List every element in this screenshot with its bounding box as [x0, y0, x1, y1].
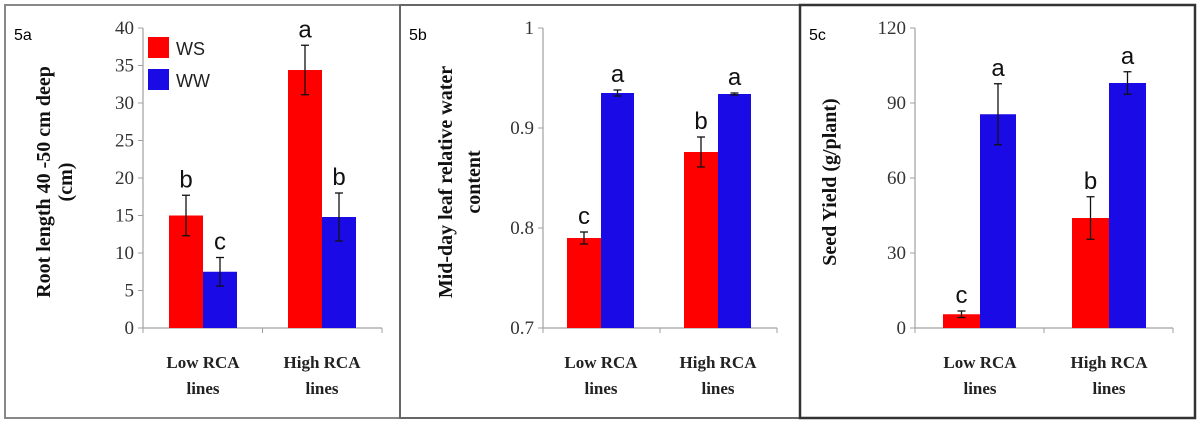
bar-ws — [288, 70, 322, 328]
y-tick-label: 20 — [115, 168, 134, 189]
bar-ws — [684, 152, 718, 328]
y-axis-label: Root length 40 -50 cm deep — [33, 66, 55, 298]
bar-ww — [601, 93, 634, 328]
legend-label: WW — [176, 71, 210, 91]
significance-letter: b — [179, 166, 192, 193]
category-label: Low RCA — [564, 353, 638, 372]
y-tick-label: 1 — [525, 18, 535, 39]
y-tick-label: 0.9 — [510, 118, 534, 139]
panel-label: 5b — [409, 27, 427, 44]
y-tick-label: 60 — [887, 168, 906, 189]
legend-label: WS — [176, 39, 205, 59]
y-tick-label: 0.8 — [510, 218, 534, 239]
panel-5a: 5a 0 5 10 15 20 25 30 35 40 Root length 40 -50 cm … — [4, 4, 401, 419]
category-label: lines — [305, 379, 338, 398]
y-axis-label: (cm) — [55, 163, 77, 202]
legend-swatch-ws — [148, 37, 169, 58]
category-label: lines — [1092, 379, 1125, 398]
y-tick-label: 30 — [115, 93, 134, 114]
category-label: High RCA — [680, 353, 758, 372]
category-label: High RCA — [1071, 353, 1149, 372]
bar-ww — [1109, 83, 1146, 328]
bar-ws — [567, 238, 601, 328]
panel-border — [798, 3, 1197, 420]
bar-ww — [980, 114, 1016, 328]
y-tick-label: 30 — [887, 243, 906, 264]
category-label: Low RCA — [166, 353, 240, 372]
category-label: lines — [701, 379, 734, 398]
y-tick-label: 5 — [125, 281, 135, 302]
significance-letter: b — [332, 164, 345, 191]
panel-5b: 5b 0.7 0.8 0.9 1 Mid-day leaf relative water c… — [399, 4, 801, 419]
y-tick-label: 90 — [887, 93, 906, 114]
significance-letter: c — [578, 203, 590, 230]
panel-label: 5c — [809, 27, 826, 44]
y-axis-label: Mid-day leaf relative water — [435, 66, 457, 298]
significance-letter: a — [728, 64, 742, 91]
significance-letter: c — [956, 282, 968, 309]
y-tick-label: 15 — [115, 206, 134, 227]
y-tick-label: 120 — [878, 18, 907, 39]
legend-swatch-ww — [148, 69, 169, 90]
y-tick-label: 35 — [115, 56, 134, 77]
category-label: lines — [963, 379, 996, 398]
y-tick-label: 0 — [897, 318, 907, 339]
y-axis-label: content — [463, 150, 485, 214]
significance-letter: b — [694, 108, 707, 135]
significance-letter: b — [1084, 168, 1097, 195]
y-tick-label: 25 — [115, 131, 134, 152]
category-label: lines — [186, 379, 219, 398]
bar-ww — [718, 94, 751, 328]
y-tick-label: 0.7 — [510, 318, 534, 339]
bar-ws — [943, 314, 980, 328]
panel-5c: 5c 0 30 60 90 120 Seed Yield (g/plant) Low RCA l… — [798, 3, 1197, 420]
panel-label: 5a — [14, 27, 32, 44]
category-label: High RCA — [284, 353, 362, 372]
y-tick-label: 10 — [115, 243, 134, 264]
y-axis-label: Seed Yield (g/plant) — [819, 98, 841, 265]
category-label: Low RCA — [943, 353, 1017, 372]
significance-letter: c — [214, 229, 226, 256]
y-tick-label: 40 — [115, 18, 134, 39]
significance-letter: a — [298, 16, 312, 43]
significance-letter: a — [611, 61, 625, 88]
category-label: lines — [584, 379, 617, 398]
y-tick-label: 0 — [125, 318, 135, 339]
significance-letter: a — [991, 55, 1005, 82]
significance-letter: a — [1121, 43, 1135, 70]
